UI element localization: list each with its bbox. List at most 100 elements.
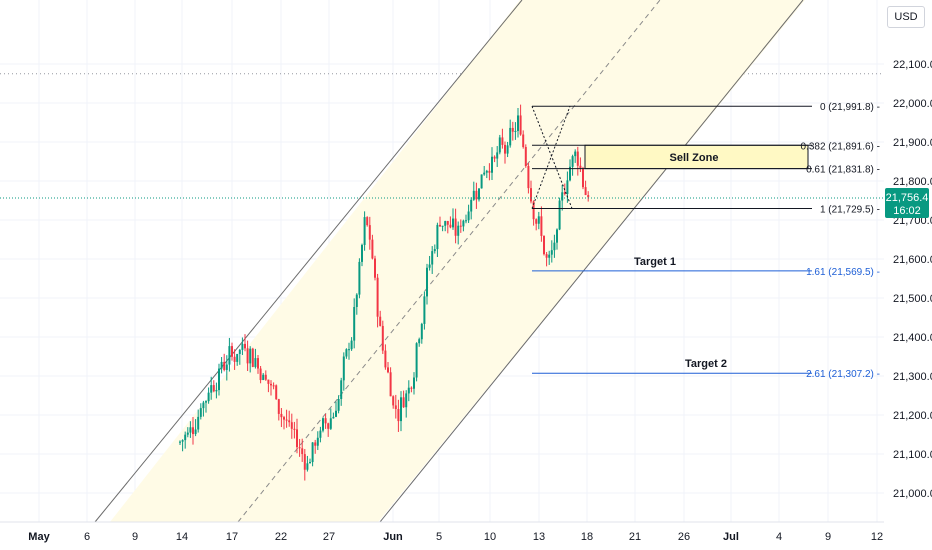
candle-body bbox=[303, 454, 306, 470]
candle-body bbox=[366, 217, 369, 226]
candle-body bbox=[225, 364, 228, 370]
fib-level-label: 1 (21,729.5) - bbox=[820, 204, 880, 215]
candle-body bbox=[340, 380, 343, 399]
candle-body bbox=[491, 156, 493, 173]
fib-level-label: 1.61 (21,569.5) - bbox=[806, 267, 880, 278]
candle-body bbox=[389, 372, 392, 397]
candle-body bbox=[288, 420, 291, 423]
fib-level-label: 0 (21,991.8) - bbox=[820, 102, 880, 113]
candle-body bbox=[262, 374, 265, 381]
candle-body bbox=[553, 242, 556, 251]
candle-body bbox=[238, 349, 241, 354]
candle-body bbox=[488, 170, 491, 173]
price-tag-box bbox=[885, 188, 929, 219]
candle-body bbox=[576, 151, 579, 166]
x-tick-label: 10 bbox=[484, 531, 496, 543]
x-tick-label: 5 bbox=[436, 531, 442, 543]
candle-body bbox=[452, 218, 454, 228]
candle-body bbox=[350, 340, 353, 350]
x-tick-label: 14 bbox=[176, 531, 188, 543]
candle-body bbox=[205, 401, 207, 403]
candle-body bbox=[179, 441, 181, 443]
candle-body bbox=[472, 190, 475, 200]
candle-body bbox=[501, 137, 504, 145]
candle-body bbox=[361, 244, 363, 262]
candle-body bbox=[402, 397, 405, 408]
candle-body bbox=[504, 144, 506, 154]
candle-body bbox=[413, 377, 415, 389]
candle-body bbox=[342, 356, 345, 381]
candle-body bbox=[236, 353, 239, 362]
candle-body bbox=[558, 200, 561, 230]
candle-body bbox=[267, 379, 270, 384]
candle-body bbox=[433, 249, 436, 252]
fib-level-label: 0.61 (21,831.8) - bbox=[806, 165, 880, 176]
candle-body bbox=[574, 151, 577, 157]
candles bbox=[0, 104, 884, 481]
x-tick-label: 12 bbox=[871, 531, 883, 543]
candle-body bbox=[579, 165, 582, 169]
candle-body bbox=[233, 356, 236, 362]
y-tick-label: 21,200.0 bbox=[893, 410, 932, 422]
price-channel bbox=[94, 0, 805, 523]
candle-body bbox=[509, 127, 512, 146]
candle-body bbox=[319, 430, 322, 438]
candle-body bbox=[296, 429, 298, 448]
y-tick-label: 21,900.0 bbox=[893, 137, 932, 149]
x-tick-label: Jul bbox=[723, 531, 739, 543]
y-tick-label: 21,100.0 bbox=[893, 449, 932, 461]
candle-body bbox=[561, 192, 564, 201]
candle-body bbox=[394, 405, 397, 410]
candle-body bbox=[272, 385, 275, 387]
candle-body bbox=[285, 419, 288, 421]
candle-body bbox=[405, 393, 408, 408]
candle-body bbox=[584, 187, 587, 196]
candle-body bbox=[511, 127, 514, 132]
candle-body bbox=[337, 398, 340, 411]
price-tag-countdown: 16:02 bbox=[893, 205, 921, 217]
candle-body bbox=[181, 440, 184, 442]
candle-body bbox=[415, 343, 418, 378]
channel-lower-line[interactable] bbox=[379, 0, 804, 523]
candle-body bbox=[322, 418, 324, 431]
channel-median-line[interactable] bbox=[237, 0, 661, 523]
candle-body bbox=[301, 448, 304, 455]
candle-body bbox=[582, 168, 584, 188]
candle-body bbox=[522, 134, 525, 148]
candle-body bbox=[524, 147, 527, 167]
candle-body bbox=[228, 346, 231, 365]
currency-label[interactable]: USD bbox=[887, 6, 925, 28]
candle-body bbox=[475, 190, 478, 200]
x-tick-label: 6 bbox=[84, 531, 90, 543]
x-tick-label: 9 bbox=[132, 531, 138, 543]
candle-body bbox=[381, 325, 384, 351]
candle-body bbox=[470, 199, 473, 212]
candle-body bbox=[410, 387, 413, 389]
candle-body bbox=[441, 225, 444, 227]
candle-body bbox=[223, 361, 226, 370]
candle-body bbox=[249, 348, 252, 364]
x-tick-label: Jun bbox=[383, 531, 403, 543]
channel-upper-line[interactable] bbox=[94, 0, 523, 523]
candle-body bbox=[392, 396, 395, 406]
candle-body bbox=[571, 156, 574, 167]
candle-body bbox=[465, 220, 467, 222]
candle-body bbox=[376, 277, 379, 317]
price-tag-value: 21,756.4 bbox=[886, 192, 929, 204]
y-tick-label: 22,100.0 bbox=[893, 59, 932, 71]
current-price-tag: 21,756.416:02 bbox=[885, 188, 929, 219]
candle-body bbox=[329, 418, 332, 429]
target2-label: Target 2 bbox=[685, 358, 727, 370]
candle-body bbox=[189, 427, 192, 433]
candle-body bbox=[498, 137, 501, 153]
y-tick-label: 21,000.0 bbox=[893, 488, 932, 500]
candle-body bbox=[207, 392, 210, 402]
candle-body bbox=[244, 343, 246, 349]
candle-body bbox=[569, 166, 571, 181]
candle-body bbox=[371, 239, 374, 259]
y-tick-label: 22,000.0 bbox=[893, 98, 932, 110]
sell-zone-label: Sell Zone bbox=[670, 152, 719, 164]
candle-body bbox=[314, 442, 317, 446]
candle-body bbox=[184, 434, 187, 441]
